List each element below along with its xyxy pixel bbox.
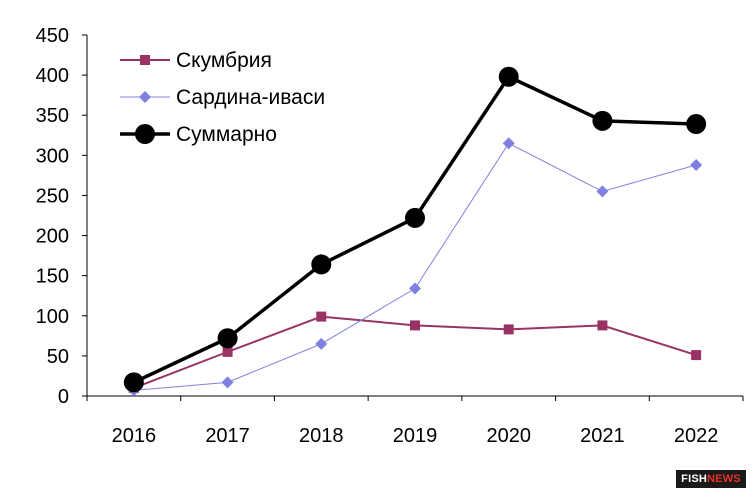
- y-axis-ticks: 0 50 100 150 200 250 300 350 400 450: [36, 25, 87, 408]
- legend-entry: Сардина-иваси: [120, 86, 325, 109]
- data-point: [221, 376, 234, 389]
- data-point: [690, 158, 703, 171]
- data-point: [311, 254, 332, 275]
- data-point: [691, 350, 702, 361]
- data-point: [217, 328, 238, 349]
- logo-part-news: NEWS: [707, 473, 741, 485]
- legend: Скумбрия Сардина-иваси Суммарно: [120, 49, 325, 146]
- logo-part-fish: FISH: [681, 473, 708, 485]
- data-point: [596, 185, 609, 198]
- data-point: [315, 337, 328, 350]
- data-point: [592, 110, 613, 131]
- data-point: [405, 207, 425, 228]
- data-point: [503, 324, 514, 335]
- y-tick-label: 400: [36, 65, 69, 87]
- series-line: [133, 142, 697, 391]
- y-tick-label: 450: [36, 25, 69, 47]
- data-point: [502, 137, 515, 150]
- data-point: [123, 372, 144, 393]
- legend-label: Суммарно: [176, 123, 277, 146]
- data-point: [409, 282, 421, 295]
- data-point: [222, 346, 233, 357]
- x-tick-label: 2020: [486, 425, 531, 447]
- y-tick-label: 150: [36, 266, 69, 288]
- x-tick-label: 2018: [299, 425, 344, 447]
- x-tick-label: 2022: [674, 425, 719, 447]
- series-3: [123, 66, 707, 393]
- legend-entry: Скумбрия: [120, 49, 272, 72]
- x-axis-ticks: 2016 2017 2018 2019 2020 2021 2022: [86, 396, 744, 447]
- y-tick-label: 350: [36, 105, 69, 127]
- data-point: [410, 320, 420, 331]
- series-group: [123, 66, 707, 397]
- x-tick-label: 2021: [580, 425, 625, 447]
- fishnews-logo: FISHNEWS: [676, 470, 746, 488]
- x-tick-label: 2019: [393, 425, 438, 447]
- legend-marker: [140, 55, 150, 65]
- data-point: [316, 311, 327, 322]
- data-point: [597, 320, 608, 331]
- legend-marker: [139, 91, 151, 103]
- legend-label: Скумбрия: [176, 49, 272, 72]
- y-tick-label: 100: [36, 306, 69, 328]
- legend-marker: [135, 124, 155, 144]
- y-tick-label: 200: [36, 226, 69, 248]
- data-point: [498, 66, 519, 87]
- axes: [86, 35, 743, 397]
- y-tick-label: 0: [58, 386, 69, 408]
- x-tick-label: 2017: [205, 425, 250, 447]
- series-1: [128, 311, 702, 393]
- y-tick-label: 300: [36, 145, 69, 167]
- data-point: [686, 114, 707, 135]
- legend-entry: Суммарно: [120, 123, 277, 146]
- y-tick-label: 50: [47, 346, 69, 368]
- y-tick-label: 250: [36, 185, 69, 207]
- x-tick-label: 2016: [112, 425, 157, 447]
- legend-label: Сардина-иваси: [176, 86, 325, 109]
